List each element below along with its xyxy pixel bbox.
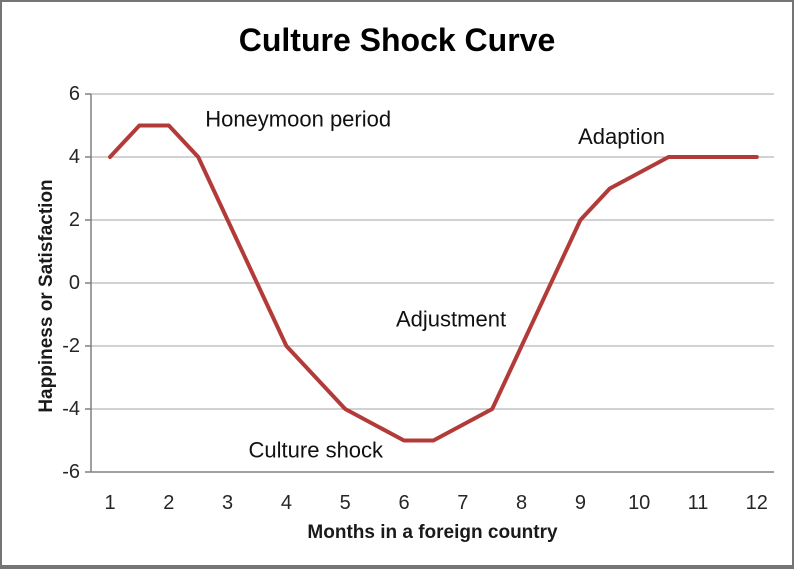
x-tick-label: 1 [104, 492, 115, 514]
y-tick-label: -6 [62, 461, 80, 483]
annotation-adaption: Adaption [578, 124, 665, 149]
culture-shock-curve [108, 123, 759, 443]
chart-title: Culture Shock Curve [238, 22, 556, 58]
x-tick-label: 4 [281, 492, 292, 514]
x-tick-label: 6 [398, 492, 409, 514]
x-tick-label: 7 [457, 492, 468, 514]
y-tick-label: -4 [62, 398, 80, 420]
annotation-adjustment: Adjustment [396, 307, 506, 332]
y-tick-label: 2 [69, 209, 80, 231]
x-tick-label: 3 [222, 492, 233, 514]
x-axis-title: Months in a foreign country [307, 522, 558, 543]
y-tick-label: 6 [69, 83, 80, 105]
y-tick-label: -2 [62, 335, 80, 357]
y-tick-label: 4 [69, 146, 80, 168]
x-tick-label: 9 [575, 492, 586, 514]
annotation-culture-shock: Culture shock [249, 437, 385, 462]
y-tick-label: 0 [69, 272, 80, 294]
x-tick-label: 8 [516, 492, 527, 514]
x-tick-label: 12 [746, 492, 768, 514]
x-tick-label: 10 [628, 492, 650, 514]
annotation-honeymoon-period: Honeymoon period [205, 107, 391, 132]
x-tick-label: 2 [163, 492, 174, 514]
x-tick-label: 5 [340, 492, 351, 514]
x-tick-label: 11 [688, 492, 709, 514]
